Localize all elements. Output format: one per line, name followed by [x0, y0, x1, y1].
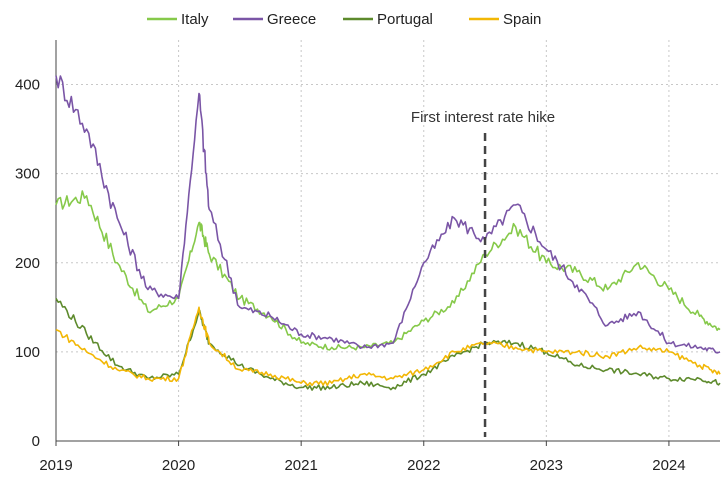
axes: 0 100 200 300 400 2019 2020 2021 2022 2023 2024: [15, 40, 720, 474]
series-line-italy: [55, 190, 721, 351]
series-layer: [55, 75, 721, 391]
y-tick-label: 300: [15, 166, 40, 183]
series-line-greece: [55, 75, 721, 354]
legend-label-greece: Greece: [267, 11, 316, 28]
series-line-portugal: [55, 297, 721, 391]
grid: [55, 40, 720, 441]
legend-label-portugal: Portugal: [377, 11, 433, 28]
x-tick-label: 2019: [39, 457, 72, 474]
y-tick-label: 200: [15, 255, 40, 272]
legend: Italy Greece Portugal Spain: [147, 11, 541, 28]
annotation-label: First interest rate hike: [411, 109, 555, 126]
x-tick-label: 2022: [407, 457, 440, 474]
y-tick-label: 0: [32, 433, 40, 450]
y-tick-label: 400: [15, 77, 40, 94]
series-line-spain: [55, 306, 721, 387]
x-tick-label: 2020: [162, 457, 195, 474]
x-tick-label: 2024: [652, 457, 685, 474]
x-tick-label: 2023: [530, 457, 563, 474]
legend-label-italy: Italy: [181, 11, 209, 28]
y-tick-label: 100: [15, 344, 40, 361]
annotation: First interest rate hike: [411, 109, 555, 437]
legend-label-spain: Spain: [503, 11, 541, 28]
x-tick-label: 2021: [284, 457, 317, 474]
